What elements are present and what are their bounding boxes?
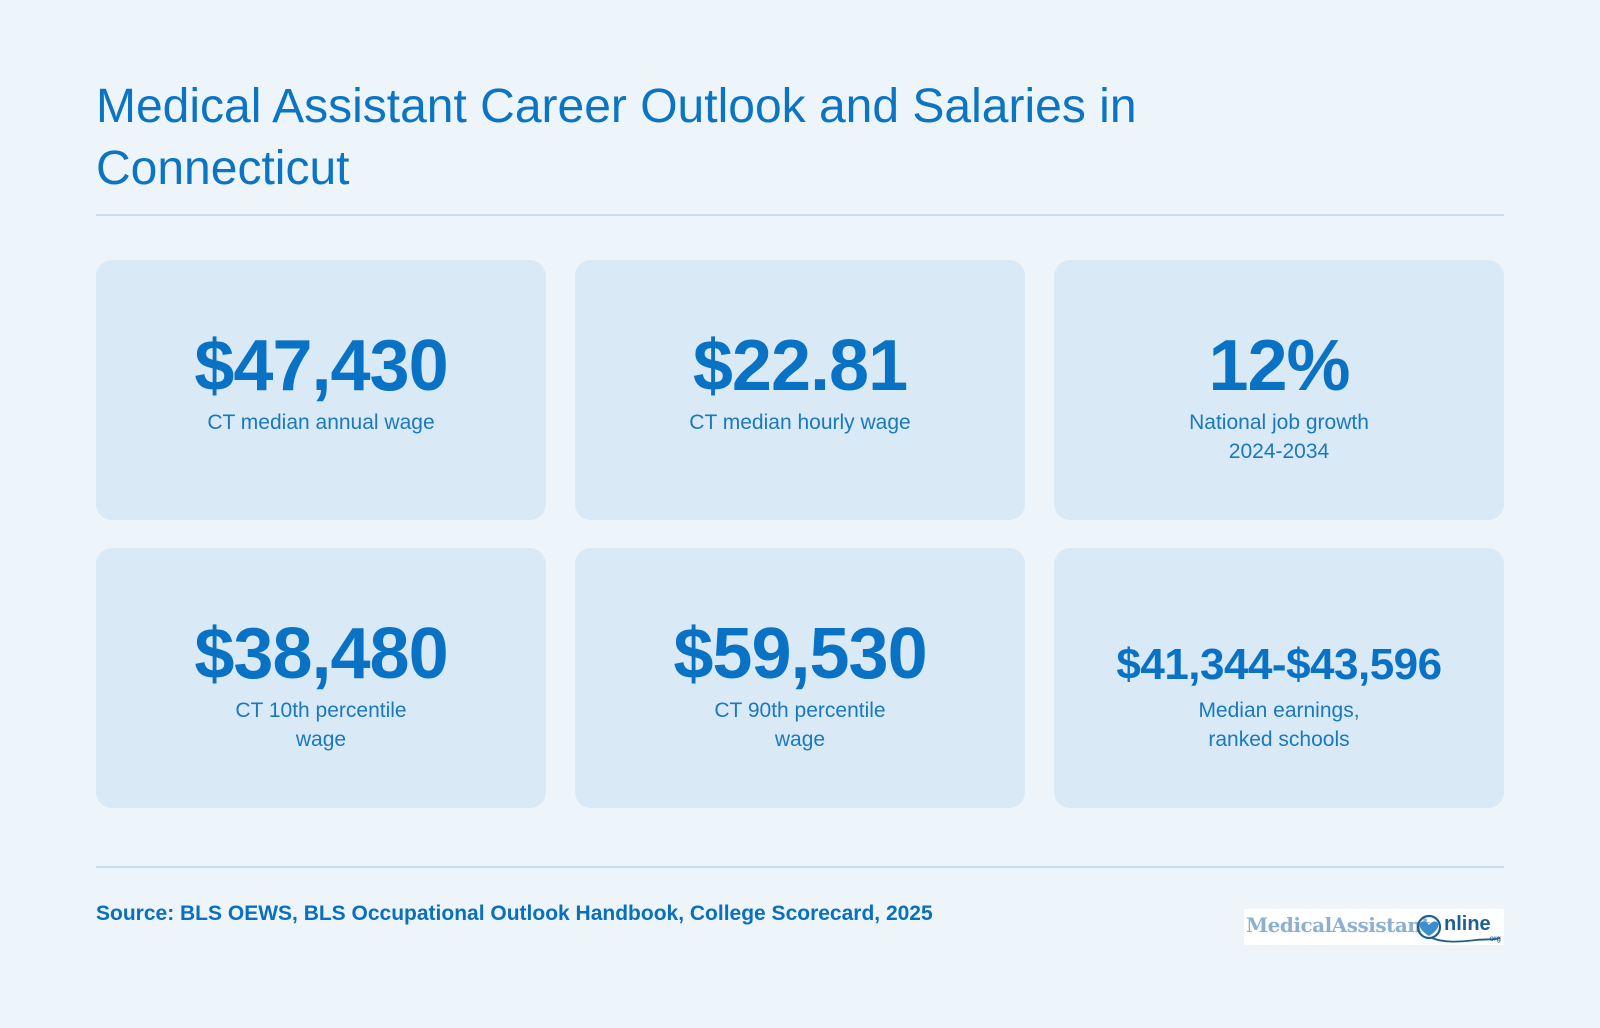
stat-value: $47,430 <box>194 326 448 406</box>
stat-label-line: wage <box>774 728 826 751</box>
stat-card-ranked-schools-earnings: $41,344-$43,596 Median earnings, ranked … <box>1054 548 1504 808</box>
logo-online-text: nline <box>1444 913 1491 935</box>
stat-label: CT 90th percentile wage <box>575 696 1025 754</box>
stat-label-line: CT median annual wage <box>207 411 435 434</box>
stat-label: National job growth 2024-2034 <box>1054 408 1504 466</box>
stat-label: Median earnings, ranked schools <box>1054 696 1504 754</box>
infographic: Medical Assistant Career Outlook and Sal… <box>96 0 1504 1028</box>
stat-label: CT median annual wage <box>96 408 546 437</box>
stat-card-median-annual-wage: $47,430 CT median annual wage <box>96 260 546 520</box>
stat-value: $41,344-$43,596 <box>1116 640 1442 689</box>
site-logo[interactable]: MedicalAssistant nline org <box>1244 909 1504 945</box>
stat-card-90th-percentile: $59,530 CT 90th percentile wage <box>575 548 1025 808</box>
stat-card-median-hourly-wage: $22.81 CT median hourly wage <box>575 260 1025 520</box>
logo-brand-text: MedicalAssistant <box>1246 913 1431 937</box>
stat-value: $38,480 <box>194 614 448 694</box>
stat-label: CT median hourly wage <box>575 408 1025 437</box>
stat-value: $59,530 <box>673 614 927 694</box>
bottom-divider <box>96 866 1504 868</box>
stat-label-line: CT median hourly wage <box>689 411 911 434</box>
stat-label-line: Median earnings, <box>1198 699 1360 722</box>
source-note: Source: BLS OEWS, BLS Occupational Outlo… <box>96 902 933 925</box>
stat-card-10th-percentile: $38,480 CT 10th percentile wage <box>96 548 546 808</box>
stat-label-line: ranked schools <box>1208 728 1350 751</box>
stat-label-line: National job growth <box>1189 411 1369 434</box>
page-title: Medical Assistant Career Outlook and Sal… <box>96 80 1137 195</box>
stats-grid: $47,430 CT median annual wage $22.81 CT … <box>96 260 1504 808</box>
stat-label-line: CT 10th percentile <box>235 699 407 722</box>
logo-org-text: org <box>1489 934 1501 943</box>
stat-card-job-growth: 12% National job growth 2024-2034 <box>1054 260 1504 520</box>
stat-value: 12% <box>1208 326 1350 406</box>
stat-label-line: wage <box>295 728 347 751</box>
stat-label-line: CT 90th percentile <box>714 699 886 722</box>
top-divider <box>96 214 1504 216</box>
stat-value: $22.81 <box>692 326 908 406</box>
stat-label: CT 10th percentile wage <box>96 696 546 754</box>
stat-label-line: 2024-2034 <box>1228 440 1330 463</box>
heart-stethoscope-icon <box>1416 914 1501 943</box>
